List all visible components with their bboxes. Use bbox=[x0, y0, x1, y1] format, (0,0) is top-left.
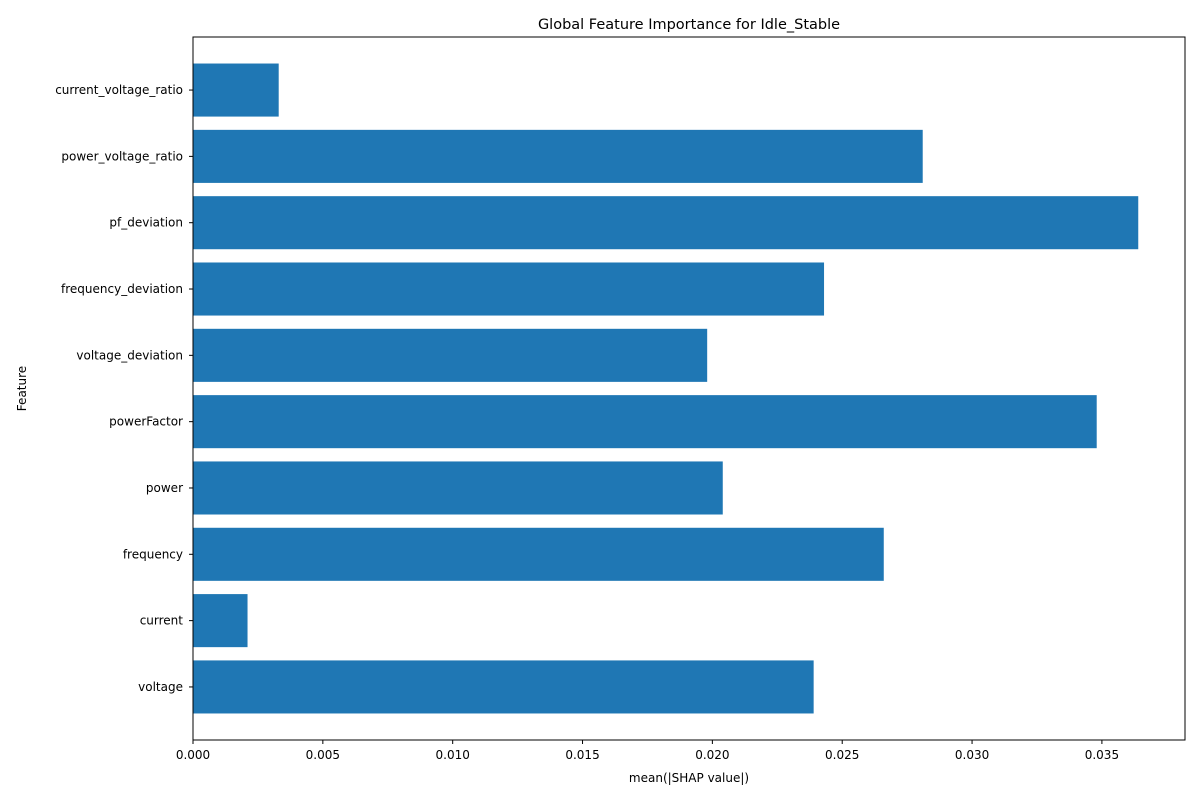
x-tick-label: 0.020 bbox=[695, 748, 729, 762]
bar-current bbox=[193, 594, 248, 648]
bar-current-voltage-ratio bbox=[193, 63, 279, 117]
y-ticks-group: voltage current frequency power powerFactor v… bbox=[55, 83, 193, 694]
y-tick-label: power_voltage_ratio bbox=[61, 149, 183, 163]
x-tick-label: 0.035 bbox=[1085, 748, 1119, 762]
x-tick-label: 0.010 bbox=[436, 748, 470, 762]
x-tick-label: 0.025 bbox=[825, 748, 859, 762]
bars-group bbox=[193, 63, 1139, 714]
x-tick-label: 0.015 bbox=[565, 748, 599, 762]
y-axis-label: Feature bbox=[15, 366, 29, 411]
chart-title: Global Feature Importance for Idle_Stabl… bbox=[538, 17, 840, 33]
y-tick-label: voltage bbox=[138, 680, 183, 694]
bar-power bbox=[193, 461, 723, 515]
x-axis-label: mean(|SHAP value|) bbox=[629, 771, 749, 785]
x-tick-label: 0.005 bbox=[306, 748, 340, 762]
bar-frequency-deviation bbox=[193, 262, 825, 316]
y-tick-label: frequency_deviation bbox=[61, 282, 183, 296]
y-tick-label: voltage_deviation bbox=[76, 348, 183, 362]
bar-powerfactor bbox=[193, 395, 1097, 449]
bar-voltage bbox=[193, 660, 814, 714]
bar-pf-deviation bbox=[193, 196, 1139, 250]
y-tick-label: current bbox=[140, 614, 184, 628]
y-tick-label: frequency bbox=[123, 547, 183, 561]
x-tick-label: 0.000 bbox=[176, 748, 210, 762]
y-tick-label: current_voltage_ratio bbox=[55, 83, 183, 97]
bar-voltage-deviation bbox=[193, 328, 708, 382]
y-tick-label: power bbox=[146, 481, 183, 495]
y-tick-label: pf_deviation bbox=[109, 216, 183, 230]
axes-frame bbox=[192, 36, 1186, 741]
x-tick-label: 0.030 bbox=[955, 748, 989, 762]
bar-frequency bbox=[193, 527, 884, 581]
y-tick-label: powerFactor bbox=[109, 415, 183, 429]
bar-power-voltage-ratio bbox=[193, 129, 923, 183]
x-ticks-group: 0.000 0.005 0.010 0.015 0.020 0.025 0.030 0.035 bbox=[176, 740, 1119, 762]
